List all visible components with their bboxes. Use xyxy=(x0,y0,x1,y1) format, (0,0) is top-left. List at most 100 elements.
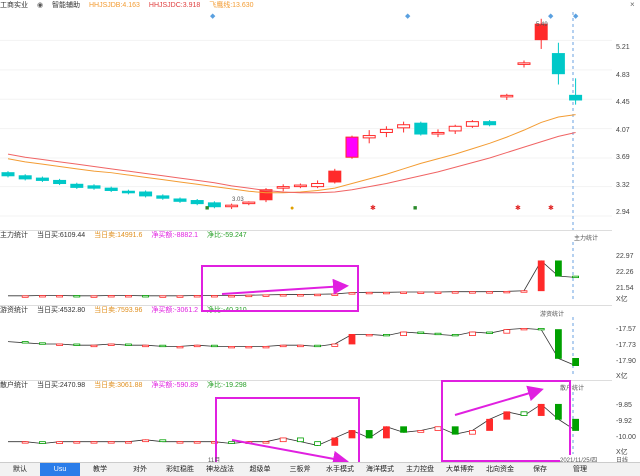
close-icon[interactable]: × xyxy=(630,0,635,9)
flow-bar xyxy=(555,329,562,359)
axis-unit: X亿 xyxy=(616,296,628,303)
candle xyxy=(362,130,376,144)
flow-bar xyxy=(572,418,579,431)
candle xyxy=(465,120,479,128)
flow-bar xyxy=(537,260,545,292)
flow-bar xyxy=(228,345,236,349)
candle xyxy=(156,194,170,200)
signal-marker: ✱ xyxy=(515,204,521,212)
candle xyxy=(551,42,565,85)
flow-bar xyxy=(348,430,356,439)
top-marker: ◆ xyxy=(210,13,216,20)
date-label-nov: 11月 xyxy=(208,458,221,464)
tab-11[interactable]: 大单博弈 xyxy=(446,466,474,473)
candle xyxy=(121,189,135,195)
tab-bar: 默认 Usu 教学 对外 彩虹稳胜 神龙战法 超级单 三板斧 水手模式 海洋模式 主力控盘 大单博弈 北… xyxy=(0,462,640,476)
panel1-sell: 当日卖:14991.6 xyxy=(94,232,143,239)
tab-1[interactable]: Usu xyxy=(40,463,80,476)
flow-bar xyxy=(176,441,184,444)
flow-bar xyxy=(314,344,322,348)
flow-bar xyxy=(142,439,150,443)
tab-5[interactable]: 神龙战法 xyxy=(206,466,234,473)
flow-bar xyxy=(417,291,425,294)
candle xyxy=(35,176,49,182)
flow-bar xyxy=(210,441,218,444)
panel3-header: 散户统计 当日买:2470.98 当日卖:3061.88 净买额:-590.89… xyxy=(0,380,640,392)
period-label[interactable]: 日线 xyxy=(616,458,629,464)
axis-unit: X亿 xyxy=(616,373,628,380)
flow-bar xyxy=(348,333,356,345)
panel3-sell: 当日卖:3061.88 xyxy=(94,382,143,389)
candle xyxy=(483,120,497,127)
flow-bar xyxy=(90,295,98,298)
flow-bar xyxy=(417,430,425,433)
stock-name[interactable]: 工商实业 xyxy=(0,2,28,9)
flow-bar xyxy=(382,291,390,295)
flow-bar xyxy=(486,331,494,334)
panel2-net: 净买额:-3061.2 xyxy=(151,307,199,314)
panel2-buy: 当日买:4532.80 xyxy=(36,307,86,314)
flow-bar xyxy=(262,294,270,297)
panel3-name[interactable]: 散户统计 xyxy=(0,382,28,389)
candle xyxy=(293,183,307,189)
flow-bar xyxy=(56,441,63,444)
panel2-chart[interactable] xyxy=(0,317,612,377)
tab-7[interactable]: 三板斧 xyxy=(289,466,311,473)
flow-bar xyxy=(537,403,545,416)
flow-bar xyxy=(296,437,304,443)
flow-bar xyxy=(365,333,373,337)
indicator-line3: 飞鹰线:13.630 xyxy=(209,2,254,9)
flow-bar xyxy=(90,344,98,348)
axis-label: 4.83 xyxy=(616,71,630,79)
tab-14[interactable]: 管理 xyxy=(573,466,587,473)
panel2-name[interactable]: 游资统计 xyxy=(0,307,28,314)
flow-bar xyxy=(245,345,253,349)
candle xyxy=(276,184,290,192)
flow-bar xyxy=(210,344,218,348)
tab-8[interactable]: 水手模式 xyxy=(326,466,354,473)
signal-marker: ■ xyxy=(205,205,209,212)
flow-bar xyxy=(39,441,46,444)
flow-bar xyxy=(56,295,63,298)
flow-bar xyxy=(279,344,287,348)
tab-13[interactable]: 保存 xyxy=(533,466,547,473)
panel3-chart[interactable] xyxy=(0,392,612,454)
flow-bar xyxy=(279,437,287,443)
tab-0[interactable]: 默认 xyxy=(13,466,27,473)
flow-line xyxy=(8,403,576,446)
indicator-name: 智能辅助 xyxy=(52,2,81,9)
tab-10[interactable]: 主力控盘 xyxy=(406,466,434,473)
dropdown-icon[interactable]: ◉ xyxy=(36,2,44,9)
flow-bar xyxy=(73,441,81,444)
low-annotation: 3.03 xyxy=(232,197,244,203)
axis-label: -10.00 xyxy=(616,434,636,441)
flow-bar xyxy=(279,294,287,297)
top-marker: ◆ xyxy=(573,13,579,20)
candle xyxy=(379,126,393,138)
flow-bar xyxy=(520,290,528,293)
tab-2[interactable]: 教学 xyxy=(93,466,107,473)
candlestick-chart[interactable]: ● ■ ✱ ✱ ✱ ■ ◆ ◆ ◆ ◆ xyxy=(0,12,612,230)
flow-bar xyxy=(503,290,511,294)
panel1-chart[interactable] xyxy=(0,242,612,302)
flow-bar xyxy=(296,294,304,297)
panel3-title-right: 散户统计 xyxy=(560,386,585,392)
candle xyxy=(345,135,359,159)
signal-marker: ● xyxy=(290,205,294,212)
tab-3[interactable]: 对外 xyxy=(133,466,147,473)
tab-6[interactable]: 超级单 xyxy=(249,466,271,473)
tab-12[interactable]: 北向资金 xyxy=(486,466,514,473)
tab-4[interactable]: 彩虹稳胜 xyxy=(166,466,194,473)
flow-bar xyxy=(90,441,98,444)
candle xyxy=(225,203,239,210)
flow-bar xyxy=(314,441,322,446)
panel1-name[interactable]: 主力统计 xyxy=(0,232,28,239)
flow-bar xyxy=(125,295,132,298)
flow-bar xyxy=(39,342,46,345)
flow-bar xyxy=(107,343,115,346)
tab-9[interactable]: 海洋模式 xyxy=(366,466,394,473)
flow-bar xyxy=(400,426,408,433)
flow-bar xyxy=(21,441,29,444)
candle xyxy=(517,60,531,68)
flow-bar xyxy=(125,441,132,444)
